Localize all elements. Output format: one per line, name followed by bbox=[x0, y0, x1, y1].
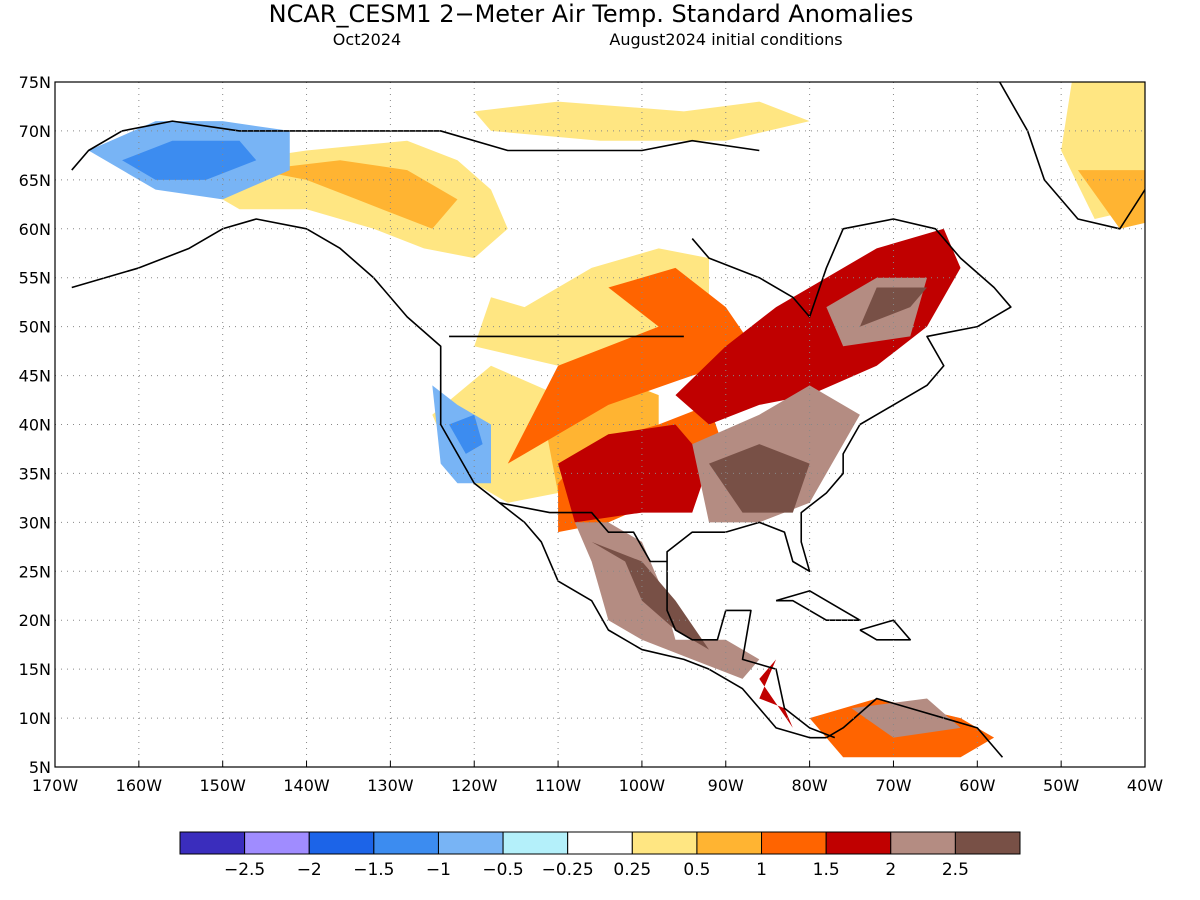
anomaly-region-texas bbox=[558, 424, 709, 523]
colorbar-label: 2.5 bbox=[942, 860, 969, 880]
colorbar-swatch bbox=[567, 831, 633, 855]
colorbar-swatch bbox=[244, 831, 310, 855]
lat-tick-label: 40N bbox=[19, 416, 51, 435]
anomaly-region-central-america bbox=[759, 659, 793, 728]
map-plot-area: 5N 10N 15N 20N 25N 30N 35N 40N 45N 50N 55N 60N 65N 70… bbox=[19, 73, 1164, 795]
pacific-coastline bbox=[71, 218, 827, 739]
anomaly-region-alaska-core bbox=[122, 140, 257, 180]
anomaly-region-plains bbox=[507, 267, 760, 464]
colorbar-label: 0.25 bbox=[613, 860, 651, 880]
lon-tick-label: 110W bbox=[535, 776, 582, 795]
colorbar-swatch bbox=[890, 831, 956, 855]
colorbar-label: 1 bbox=[756, 860, 767, 880]
anomaly-region-yukon-core bbox=[256, 160, 458, 229]
colorbar-legend: −2.5 −2 −1.5 −1 −0.5 −0.25 0.25 0.5 1 1.5 2 2.5 bbox=[179, 831, 1021, 880]
colorbar-label: −0.5 bbox=[482, 860, 523, 880]
colorbar-swatch bbox=[631, 831, 698, 855]
colorbar-label: −1 bbox=[426, 860, 451, 880]
colorbar-swatch bbox=[825, 831, 892, 855]
colorbar-label: −2.5 bbox=[224, 860, 265, 880]
anomaly-region-arctic-islands bbox=[474, 101, 810, 141]
greenland-coastline bbox=[998, 82, 1145, 230]
lat-tick-label: 55N bbox=[19, 269, 51, 288]
lat-tick-label: 65N bbox=[19, 171, 51, 190]
lon-tick-label: 80W bbox=[792, 776, 828, 795]
lat-tick-label: 60N bbox=[19, 220, 51, 239]
colorbar-swatch bbox=[954, 831, 1021, 855]
latitude-labels: 5N 10N 15N 20N 25N 30N 35N 40N 45N 50N 55N 60N 65N 70… bbox=[19, 73, 51, 777]
colorbar-swatch bbox=[761, 831, 827, 855]
colorbar-label: 2 bbox=[885, 860, 896, 880]
colorbar-swatch bbox=[696, 831, 763, 855]
lat-tick-label: 45N bbox=[19, 367, 51, 386]
colorbar-label: 0.5 bbox=[683, 860, 710, 880]
lat-tick-label: 15N bbox=[19, 660, 51, 679]
lat-tick-label: 30N bbox=[19, 513, 51, 532]
anomaly-region-colombia bbox=[851, 698, 961, 738]
lat-tick-label: 70N bbox=[19, 122, 51, 141]
hispaniola-coastline bbox=[859, 619, 912, 641]
lat-tick-label: 75N bbox=[19, 73, 51, 92]
colorbar-swatch bbox=[437, 831, 504, 855]
colorbar-swatch bbox=[502, 831, 569, 855]
south-america-coastline bbox=[825, 697, 1004, 758]
anomaly-region-tennessee-valley bbox=[709, 444, 810, 513]
coastlines bbox=[71, 82, 1145, 758]
atlantic-coastline bbox=[666, 218, 1012, 739]
colorbar-swatch bbox=[308, 831, 375, 855]
map-subtitle-valid: Oct2024 bbox=[333, 30, 401, 49]
colorbar-label: −2 bbox=[297, 860, 322, 880]
map-frame bbox=[54, 81, 1146, 768]
lon-tick-label: 50W bbox=[1043, 776, 1079, 795]
lon-tick-label: 140W bbox=[283, 776, 330, 795]
lat-tick-label: 20N bbox=[19, 611, 51, 630]
lat-tick-label: 5N bbox=[29, 758, 51, 777]
colorbar-label: 1.5 bbox=[813, 860, 840, 880]
lon-tick-label: 150W bbox=[200, 776, 247, 795]
lon-tick-label: 170W bbox=[32, 776, 79, 795]
colorbar-swatch bbox=[179, 831, 246, 855]
lat-tick-label: 50N bbox=[19, 318, 51, 337]
lon-tick-label: 130W bbox=[367, 776, 414, 795]
anomaly-region-mexico-core bbox=[591, 541, 709, 650]
lon-tick-label: 40W bbox=[1127, 776, 1163, 795]
anomaly-region-labrador bbox=[859, 287, 927, 327]
lon-tick-label: 70W bbox=[875, 776, 911, 795]
colorbar-swatch bbox=[373, 831, 439, 855]
colorbar-label: −1.5 bbox=[353, 860, 394, 880]
longitude-labels: 170W 160W 150W 140W 130W 120W 110W 100W 90W 80W 70… bbox=[32, 776, 1163, 795]
lat-tick-label: 10N bbox=[19, 709, 51, 728]
lat-tick-label: 25N bbox=[19, 562, 51, 581]
lon-tick-label: 120W bbox=[451, 776, 498, 795]
lon-tick-label: 160W bbox=[116, 776, 163, 795]
map-title: NCAR_CESM1 2−Meter Air Temp. Standard An… bbox=[269, 0, 914, 28]
lon-tick-label: 60W bbox=[959, 776, 995, 795]
lon-tick-label: 100W bbox=[619, 776, 666, 795]
lat-tick-label: 35N bbox=[19, 464, 51, 483]
anomaly-region-greenland-south bbox=[1077, 170, 1145, 229]
lon-tick-label: 90W bbox=[708, 776, 744, 795]
lat-lon-grid bbox=[54, 82, 1146, 767]
colorbar-label: −0.25 bbox=[542, 860, 594, 880]
map-subtitle-init: August2024 initial conditions bbox=[609, 30, 842, 49]
us-mexico-border bbox=[499, 502, 668, 563]
cuba-coastline bbox=[775, 590, 861, 622]
